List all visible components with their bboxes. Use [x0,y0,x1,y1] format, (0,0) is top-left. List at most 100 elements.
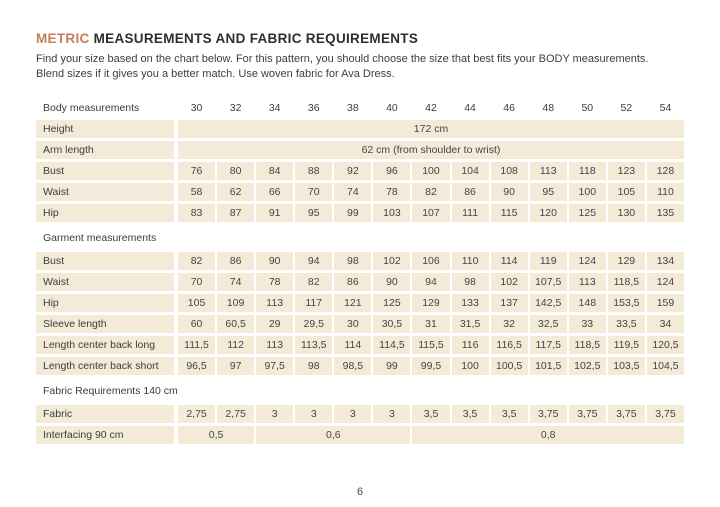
page-number: 6 [356,486,364,498]
value-cell: 124 [568,252,606,270]
value-cell: 105 [178,294,216,312]
header-label: Body measurements [43,102,140,114]
value-cell: 106 [412,252,450,270]
value-cell: 96 [373,162,411,180]
size-header-cell: 50 [581,102,594,114]
value-cell: 2,75 [178,405,216,423]
value-cell: 100 [568,183,606,201]
value-cell: 74 [334,183,372,201]
value-cell: 120,5 [646,336,684,354]
value-cell: 90 [256,252,294,270]
value-cell: 128 [646,162,684,180]
value-cell: 100,5 [490,357,528,375]
value-cell: 114,5 [373,336,411,354]
value-cell: 88 [295,162,333,180]
value-cell: 130 [607,204,645,222]
page-title-highlight: METRIC [36,31,90,46]
section-header-row: Fabric Requirements 140 cm [36,382,684,400]
value-cell: 33 [568,315,606,333]
value-cell: 117 [295,294,333,312]
value-cell: 123 [607,162,645,180]
grouped-value-cell: 0,6 [256,426,411,444]
row-label: Hip [36,294,174,312]
size-header-cell: 36 [307,102,320,114]
value-cell: 134 [646,252,684,270]
section-header-row: Garment measurements [36,229,684,247]
value-cell: 87 [217,204,255,222]
value-cell: 104 [451,162,489,180]
value-cell: 66 [256,183,294,201]
value-cell: 78 [256,273,294,291]
value-cell: 3,5 [490,405,528,423]
value-cell: 104,5 [646,357,684,375]
value-cell: 32,5 [529,315,567,333]
value-cell: 3 [334,405,372,423]
value-cell: 113 [529,162,567,180]
value-cell: 114 [490,252,528,270]
value-cell: 118,5 [607,273,645,291]
value-cell: 3 [256,405,294,423]
value-cell: 3,5 [451,405,489,423]
value-cell: 133 [451,294,489,312]
row-label: Waist [36,183,174,201]
value-cell: 113 [256,294,294,312]
value-cell: 2,75 [217,405,255,423]
measurements-table: Body measurements 30 32 34 36 38 40 42 44 46 48 50 5… [36,100,684,444]
row-values: 60 60,5 29 29,5 30 30,5 31 31,5 32 32,5 33 33,5 34 [178,315,684,333]
row-label: Sleeve length [36,315,174,333]
value-cell: 3 [373,405,411,423]
value-cell: 153,5 [607,294,645,312]
merged-value-cell: 62 cm (from shoulder to wrist) [178,141,684,159]
row-values: 70 74 78 82 86 90 94 98 102 107,5 113 118,5 124 [178,273,684,291]
row-label: Interfacing 90 cm [36,426,174,444]
size-header-cell: 44 [464,102,476,114]
table-row: Bust 82 86 90 94 98 102 106 110 114 119 124 129 134 [36,252,684,270]
value-cell: 103 [373,204,411,222]
value-cell: 30,5 [373,315,411,333]
value-cell: 119,5 [607,336,645,354]
size-header-cell: 38 [346,102,359,114]
value-cell: 111 [451,204,489,222]
value-cell: 142,5 [529,294,567,312]
value-cell: 58 [178,183,216,201]
row-values: 82 86 90 94 98 102 106 110 114 119 124 129 134 [178,252,684,270]
section-header-label: Garment measurements [43,232,157,244]
value-cell: 86 [334,273,372,291]
merged-value-cell: 172 cm [178,120,684,138]
value-cell: 86 [451,183,489,201]
value-cell: 97 [217,357,255,375]
value-cell: 98 [295,357,333,375]
table-row: Waist 58 62 66 70 74 78 82 86 90 95 100 105 110 [36,183,684,201]
value-cell: 60,5 [217,315,255,333]
table-row: Height 172 cm [36,120,684,138]
value-cell: 99 [334,204,372,222]
value-cell: 101,5 [529,357,567,375]
value-cell: 3,75 [646,405,684,423]
value-cell: 98,5 [334,357,372,375]
row-label: Arm length [36,141,174,159]
value-cell: 76 [178,162,216,180]
row-label: Bust [36,162,174,180]
row-values: 105 109 113 117 121 125 129 133 137 142,5 148 153,5… [178,294,684,312]
row-values: 76 80 84 88 92 96 100 104 108 113 118 123 128 [178,162,684,180]
value-cell: 110 [451,252,489,270]
table-row: Bust 76 80 84 88 92 96 100 104 108 113 118 123 128 [36,162,684,180]
value-cell: 29,5 [295,315,333,333]
size-header-cell: 40 [386,102,398,114]
value-cell: 32 [490,315,528,333]
intro-text: Find your size based on the chart below.… [36,52,684,81]
table-row: Sleeve length 60 60,5 29 29,5 30 30,5 31 31,5 32 3… [36,315,684,333]
value-cell: 82 [412,183,450,201]
value-cell: 91 [256,204,294,222]
page-content: METRIC MEASUREMENTS AND FABRIC REQUIREME… [36,31,684,444]
value-cell: 148 [568,294,606,312]
value-cell: 60 [178,315,216,333]
value-cell: 94 [412,273,450,291]
value-cell: 119 [529,252,567,270]
size-header-cell: 54 [659,102,672,114]
row-values: 172 cm [178,120,684,138]
value-cell: 110 [646,183,684,201]
page-title-rest: MEASUREMENTS AND FABRIC REQUIREMENTS [89,31,419,46]
value-cell: 29 [256,315,294,333]
size-header-cell: 30 [190,102,203,114]
